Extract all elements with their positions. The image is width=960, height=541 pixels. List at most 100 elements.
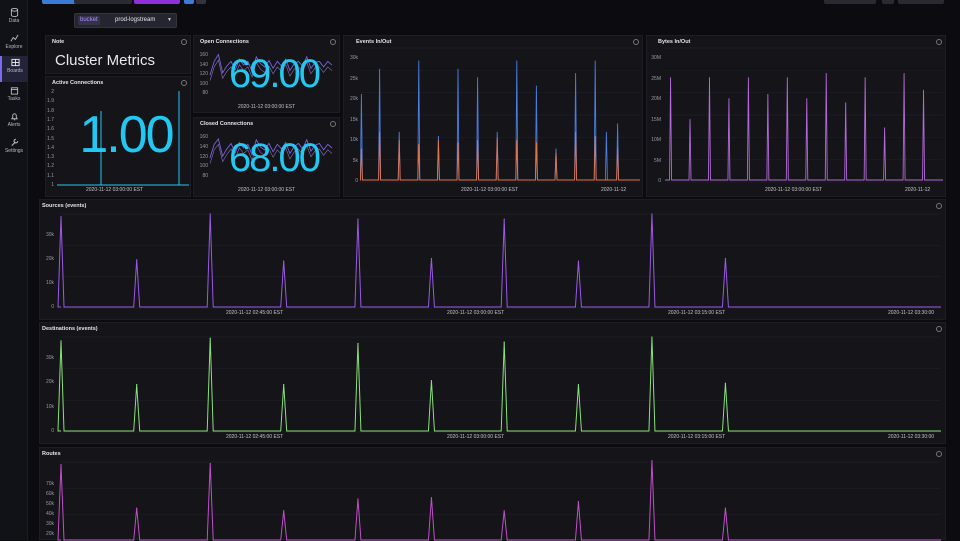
destinations-cell: Destinations (events) 30k 20k 10k 0 2020-11… [39,322,946,444]
y-tick-label: 10k [45,403,54,410]
sidebar-item-label: Explore [5,44,23,50]
y-tick-label: 30k [45,355,54,361]
gear-icon[interactable] [936,39,942,45]
data-point [60,464,62,466]
chevron-down-icon: ▼ [167,17,172,23]
gear-icon[interactable] [181,80,187,86]
data-point [651,336,653,338]
gear-icon[interactable] [633,39,639,45]
y-tick-label: 1.6 [47,126,54,133]
y-tick-label: 1.1 [47,172,54,179]
data-point [357,498,359,500]
gear-icon[interactable] [936,451,942,457]
y-tick-label: 30k [45,521,54,527]
y-tick-label: 1.8 [47,107,54,114]
data-point [503,510,505,512]
y-tick-label: 15k [349,116,358,123]
calendar-icon [10,87,18,95]
cell-title: Active Connections [52,80,104,86]
y-tick-label: 70k [45,481,54,487]
y-tick-label: 80 [202,90,208,96]
sidebar-item-data[interactable]: Data [0,6,28,32]
data-point [357,342,359,345]
destinations-series-line [57,336,941,432]
routes-series-line [57,460,941,541]
x-axis-label: 2020-11-12 [601,187,627,193]
routes-plot [57,460,941,541]
events-inout-cell: Events In/Out 30k 25k 20k 15k 10k 5k 0 2020-11… [343,35,643,197]
open_connections-secondary-line [209,59,333,81]
refresh-button[interactable] [882,0,894,4]
sidebar-item-label: Data [8,18,20,24]
sidebar-item-label: Alerts [7,122,21,128]
variable-value: prod-logstream [115,17,156,23]
y-tick-label: 30k [45,232,54,238]
x-tick-label: 2020-11-12 03:15:00 EST [668,310,726,316]
y-tick-label: 20k [45,531,54,537]
y-tick-label: 2 [51,89,54,95]
routes-cell: Routes 70k 60k 50k 40k 30k 20k [39,447,946,541]
y-tick-label: 0 [355,178,358,184]
x-axis-label: 2020-11-12 03:00:00 EST [461,187,519,193]
y-tick-label: 140 [199,61,208,68]
data-point [430,380,433,382]
sidebar-item-label: Tasks [7,96,21,102]
x-tick-label: 2020-11-12 02:45:00 EST [226,434,284,440]
closed-connections-cell: Closed Connections 160 140 120 100 80 68.00 … [193,117,340,197]
add-note-button[interactable] [134,0,180,4]
data-point [136,259,138,261]
variables-toggle[interactable] [184,0,194,4]
sidebar-item-explore[interactable]: Explore [0,32,28,58]
gear-icon[interactable] [936,326,942,332]
sidebar-item-alerts[interactable]: Alerts [0,110,28,136]
events-inout-plot [359,47,640,183]
note-cell: Note Cluster Metrics [45,35,191,74]
bucket-variable-dropdown[interactable]: bucket prod-logstream ▼ [74,13,177,28]
y-tick-label: 1.7 [47,116,54,123]
time-range-dropdown[interactable] [898,0,944,4]
bell-icon [10,113,18,121]
data-point [209,462,211,464]
annotations-toggle[interactable] [196,0,206,4]
y-tick-label: 15M [651,116,661,123]
sidebar: Data Explore Boards Tasks Alerts Setting… [0,0,28,540]
bytes-inout-plot [665,47,943,183]
gear-icon[interactable] [330,39,336,45]
data-point [577,260,580,262]
y-tick-label: 50k [45,501,54,507]
cell-title: Bytes In/Out [658,39,691,45]
open_connections-series-line [209,53,333,76]
sidebar-item-boards[interactable]: Boards [0,56,28,82]
x-tick-label: 2020-11-12 02:45:00 EST [226,310,284,316]
x-axis-label: 2020-11-12 03:00:00 EST [238,187,296,193]
gear-icon[interactable] [936,203,942,209]
data-point [60,340,62,342]
y-tick-label: 100 [199,80,208,87]
y-tick-label: 30k [349,55,358,61]
data-point [283,510,285,512]
x-tick-label: 2020-11-12 03:00:00 EST [447,434,505,440]
gear-icon[interactable] [330,121,336,127]
dashboard-header: bucket prod-logstream ▼ [28,0,960,36]
x-axis-label: 2020-11-12 03:00:00 EST [765,187,823,193]
y-tick-label: 10M [651,137,661,143]
out-series-line [359,131,640,181]
dashboard-icon [10,58,20,67]
data-point [503,218,505,220]
refresh-dropdown[interactable] [824,0,876,4]
gear-icon[interactable] [181,39,187,45]
y-tick-label: 20k [45,379,54,386]
cell-title: Sources (events) [42,203,87,209]
y-tick-label: 120 [199,71,208,77]
sidebar-item-settings[interactable]: Settings [0,136,28,162]
destinations-plot [57,336,941,433]
bytes-inout-cell: Bytes In/Out 30M 25M 20M 15M 10M 5M 0 2020-11-… [646,35,946,197]
x-tick-label: 2020-11-12 03:15:00 EST [668,434,726,440]
y-tick-label: 60k [45,491,54,497]
data-point [283,383,285,386]
y-tick-label: 25k [349,75,358,82]
add-cell-button[interactable] [74,0,132,4]
time-range-button[interactable] [42,0,84,4]
wrench-icon [10,138,18,147]
sidebar-item-tasks[interactable]: Tasks [0,84,28,110]
